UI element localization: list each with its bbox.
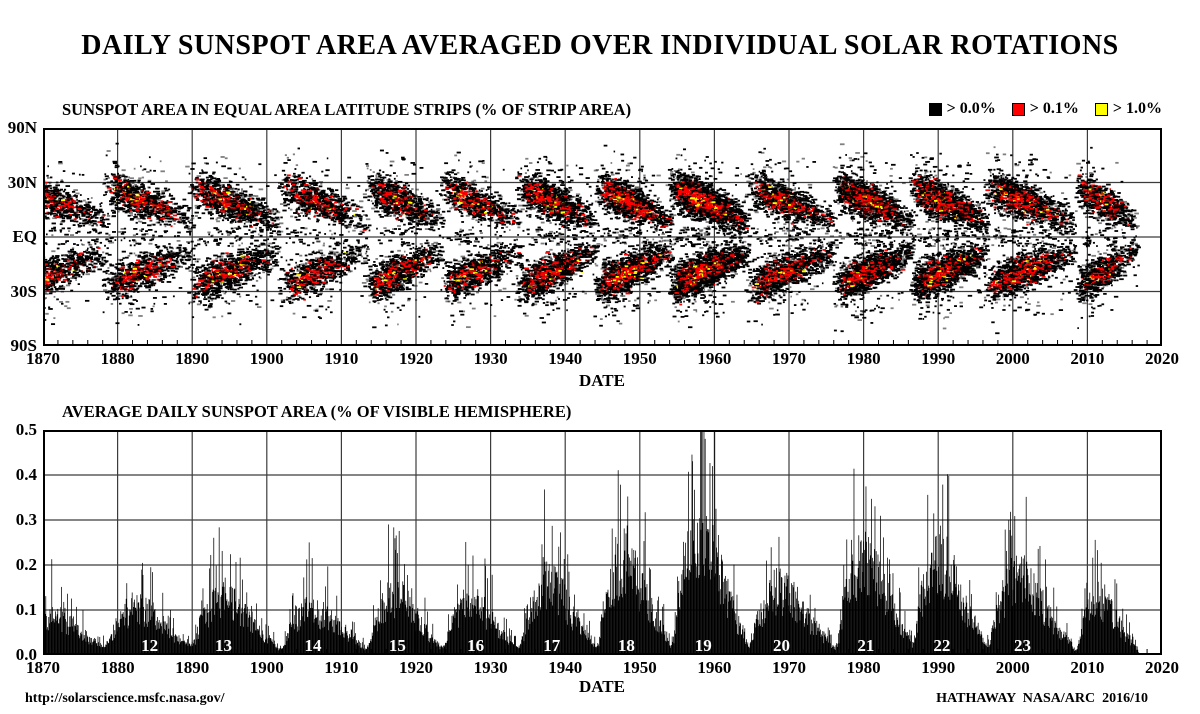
legend-item-yellow: > 1.0% — [1094, 100, 1162, 118]
sunspot-area-canvas — [43, 430, 1162, 655]
x-tick-label: 2010 — [1070, 349, 1105, 368]
x-tick-label: 1970 — [772, 658, 806, 677]
x-tick-label: 1970 — [772, 349, 806, 368]
cycle-number-label: 13 — [215, 636, 233, 655]
x-tick-label: 1910 — [324, 349, 359, 368]
x-tick-label: 1870 — [26, 349, 60, 368]
x-tick-label: 1940 — [548, 658, 583, 677]
legend-label: > 1.0% — [1112, 100, 1162, 117]
x-tick-label: 1960 — [697, 658, 732, 677]
y-tick-label: 0.5 — [15, 420, 37, 439]
x-tick-label: 1890 — [175, 658, 210, 677]
y-tick-label: 0.3 — [15, 510, 37, 529]
x-tick-label: 1880 — [100, 658, 135, 677]
butterfly-legend: > 0.0% > 0.1% > 1.0% — [928, 100, 1162, 118]
x-tick-label: 2020 — [1145, 658, 1179, 677]
x-tick-label: 1950 — [622, 658, 657, 677]
cycle-number-label: 21 — [857, 636, 875, 655]
x-tick-label: 1910 — [324, 658, 359, 677]
legend-item-red: > 0.1% — [1011, 100, 1079, 118]
legend-swatch-red-icon — [1011, 102, 1025, 116]
page-title: DAILY SUNSPOT AREA AVERAGED OVER INDIVID… — [81, 30, 1119, 61]
cycle-number-label: 19 — [694, 636, 712, 655]
x-tick-label: 1980 — [846, 349, 881, 368]
legend-swatch-yellow-icon — [1094, 102, 1108, 116]
cycle-number-label: 12 — [141, 636, 159, 655]
area-x-axis-title: DATE — [579, 677, 625, 696]
cycle-number-label: 14 — [304, 636, 322, 655]
footer-credit: HATHAWAY NASA/ARC 2016/10 — [936, 691, 1148, 706]
x-tick-label: 1990 — [921, 658, 956, 677]
x-tick-label: 1980 — [846, 658, 881, 677]
x-tick-label: 1920 — [399, 349, 433, 368]
cycle-number-label: 15 — [388, 636, 406, 655]
butterfly-canvas — [43, 128, 1162, 346]
y-tick-label: 0.1 — [15, 600, 37, 619]
area-panel-title: AVERAGE DAILY SUNSPOT AREA (% OF VISIBLE… — [62, 402, 572, 421]
legend-label: > 0.1% — [1029, 100, 1079, 117]
legend-item-black: > 0.0% — [928, 100, 996, 118]
y-tick-label: 0.2 — [15, 555, 37, 574]
x-tick-label: 1880 — [100, 349, 135, 368]
cycle-number-label: 22 — [933, 636, 951, 655]
x-tick-label: 1870 — [26, 658, 60, 677]
y-tick-label: 0.0 — [15, 645, 37, 664]
cycle-number-label: 18 — [617, 636, 635, 655]
x-tick-label: 1930 — [473, 658, 508, 677]
cycle-number-label: 20 — [773, 636, 791, 655]
y-tick-label: EQ — [12, 227, 37, 246]
footer-url: http://solarscience.msfc.nasa.gov/ — [25, 691, 225, 706]
y-tick-label: 90N — [7, 118, 37, 137]
x-tick-label: 1950 — [622, 349, 657, 368]
x-tick-label: 1990 — [921, 349, 956, 368]
y-tick-label: 0.4 — [15, 465, 37, 484]
x-tick-label: 1900 — [249, 658, 284, 677]
x-tick-label: 1930 — [473, 349, 508, 368]
y-tick-label: 90S — [10, 336, 37, 355]
butterfly-panel-title: SUNSPOT AREA IN EQUAL AREA LATITUDE STRI… — [62, 100, 632, 119]
x-tick-label: 2000 — [995, 349, 1030, 368]
legend-label: > 0.0% — [946, 100, 996, 117]
x-tick-label: 2010 — [1070, 658, 1105, 677]
cycle-number-label: 23 — [1013, 636, 1031, 655]
cycle-number-label: 17 — [543, 636, 561, 655]
cycle-number-label: 16 — [467, 636, 485, 655]
butterfly-x-axis-title: DATE — [579, 371, 625, 390]
x-tick-label: 1920 — [399, 658, 433, 677]
x-tick-label: 2020 — [1145, 349, 1179, 368]
x-tick-label: 1940 — [548, 349, 583, 368]
legend-swatch-black-icon — [928, 102, 942, 116]
x-tick-label: 2000 — [995, 658, 1030, 677]
x-tick-label: 1890 — [175, 349, 210, 368]
y-tick-label: 30S — [10, 281, 37, 301]
y-tick-label: 30N — [7, 172, 37, 192]
x-tick-label: 1900 — [249, 349, 284, 368]
x-tick-label: 1960 — [697, 349, 732, 368]
